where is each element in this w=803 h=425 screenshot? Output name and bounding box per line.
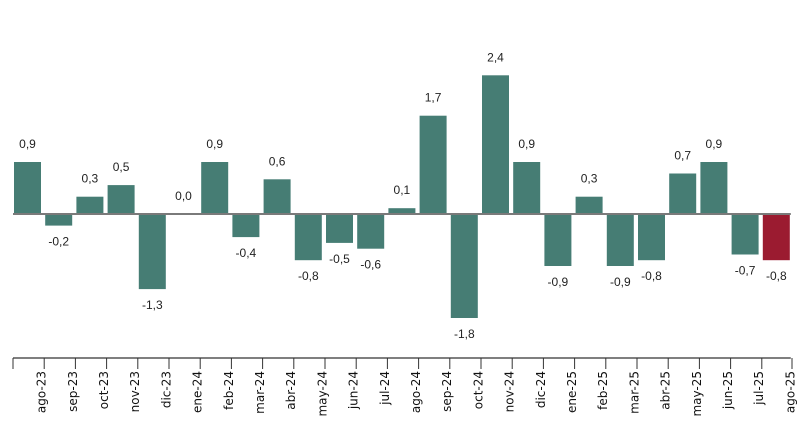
data-label: -0,8 (298, 269, 319, 283)
data-label: 2,4 (487, 50, 504, 64)
x-tick-label: mar-24 (253, 371, 267, 414)
bar-mar-25 (606, 214, 634, 266)
data-labels-group: 0,9 -0,2 0,3 0,5 -1,3 0,0 0,9 -0,4 0,6 -0,8 -0,5 -0… (19, 50, 787, 341)
data-label: -0,9 (610, 275, 631, 289)
x-tick-label: abr-25 (659, 371, 673, 410)
bar-oct-24 (450, 214, 478, 318)
bar-nov-24 (482, 75, 509, 214)
x-tick-label: ago-24 (409, 371, 423, 413)
bar-jul-24 (357, 214, 385, 249)
x-tick-label: feb-25 (596, 371, 610, 410)
data-label: -0,6 (360, 258, 381, 272)
bar-oct-23 (76, 196, 104, 214)
x-tick-label: feb-24 (222, 371, 236, 410)
data-label: 0,1 (394, 183, 411, 197)
x-tick-label: ago-25 (783, 371, 797, 413)
data-label: 1,7 (425, 91, 442, 105)
x-tick-label: ene-24 (191, 371, 205, 413)
data-label: -0,7 (735, 264, 756, 278)
bar-feb-24 (201, 162, 229, 214)
x-tick-label: oct-23 (97, 371, 111, 409)
data-label: 0,9 (19, 137, 36, 151)
x-tick-label: ene-25 (565, 371, 579, 413)
x-tick-label: may-24 (315, 371, 329, 417)
bar-ago-23 (14, 162, 41, 214)
bar-abr-24 (263, 179, 291, 214)
data-label: 0,9 (518, 137, 535, 151)
x-tick-label: dic-23 (159, 371, 173, 408)
data-label: -0,2 (48, 235, 69, 249)
bars-group (14, 75, 790, 318)
x-tick-label: mar-25 (627, 371, 641, 414)
x-tick-label: dic-24 (534, 371, 548, 408)
bar-may-24 (294, 214, 322, 261)
data-label: -0,4 (236, 246, 257, 260)
x-tick-label: jun-25 (721, 371, 735, 410)
bar-sep-24 (419, 115, 447, 214)
bar-ago-25 (762, 214, 790, 261)
data-label: 0,9 (206, 137, 223, 151)
x-tick-label: jul-24 (378, 371, 392, 406)
x-axis: ago-23 sep-23 oct-23 nov-23 dic-23 ene-24 feb-… (12, 357, 797, 417)
x-tick-label: nov-23 (128, 371, 142, 412)
bar-sep-23 (45, 214, 73, 226)
data-label: 0,7 (674, 149, 691, 163)
x-tick-label: oct-24 (471, 371, 485, 409)
x-tick-label: jun-24 (347, 371, 361, 410)
data-label: -0,8 (766, 269, 787, 283)
data-label: -1,8 (454, 327, 475, 341)
bar-mar-24 (232, 214, 260, 238)
bar-feb-25 (575, 196, 603, 214)
bar-jun-24 (326, 214, 353, 243)
bar-abr-25 (638, 214, 665, 261)
data-label: 0,5 (113, 160, 130, 174)
bar-dic-23 (138, 214, 166, 290)
x-tick-label: nov-24 (503, 371, 517, 412)
data-label: 0,3 (581, 172, 598, 186)
bar-may-25 (669, 173, 697, 214)
data-label: -0,8 (641, 269, 662, 283)
x-tick-label: sep-23 (66, 371, 80, 412)
x-tick-label: may-25 (690, 371, 704, 417)
data-label: 0,3 (82, 172, 99, 186)
data-label: 0,9 (706, 137, 723, 151)
bar-nov-23 (107, 185, 135, 214)
data-label: 0,0 (175, 189, 192, 203)
x-tick-label: ago-23 (35, 371, 49, 413)
x-tick-label: jul-25 (752, 371, 766, 406)
bar-ago-24 (388, 208, 416, 214)
bar-ene-25 (544, 214, 572, 266)
bar-jun-25 (700, 162, 728, 214)
bar-dic-24 (513, 162, 541, 214)
data-label: -1,3 (142, 298, 163, 312)
data-label: -0,5 (329, 252, 350, 266)
x-tick-label: abr-24 (284, 371, 298, 410)
bar-jul-25 (731, 214, 759, 255)
x-tick-label: sep-24 (440, 371, 454, 412)
data-label: 0,6 (269, 154, 286, 168)
data-label: -0,9 (548, 275, 569, 289)
